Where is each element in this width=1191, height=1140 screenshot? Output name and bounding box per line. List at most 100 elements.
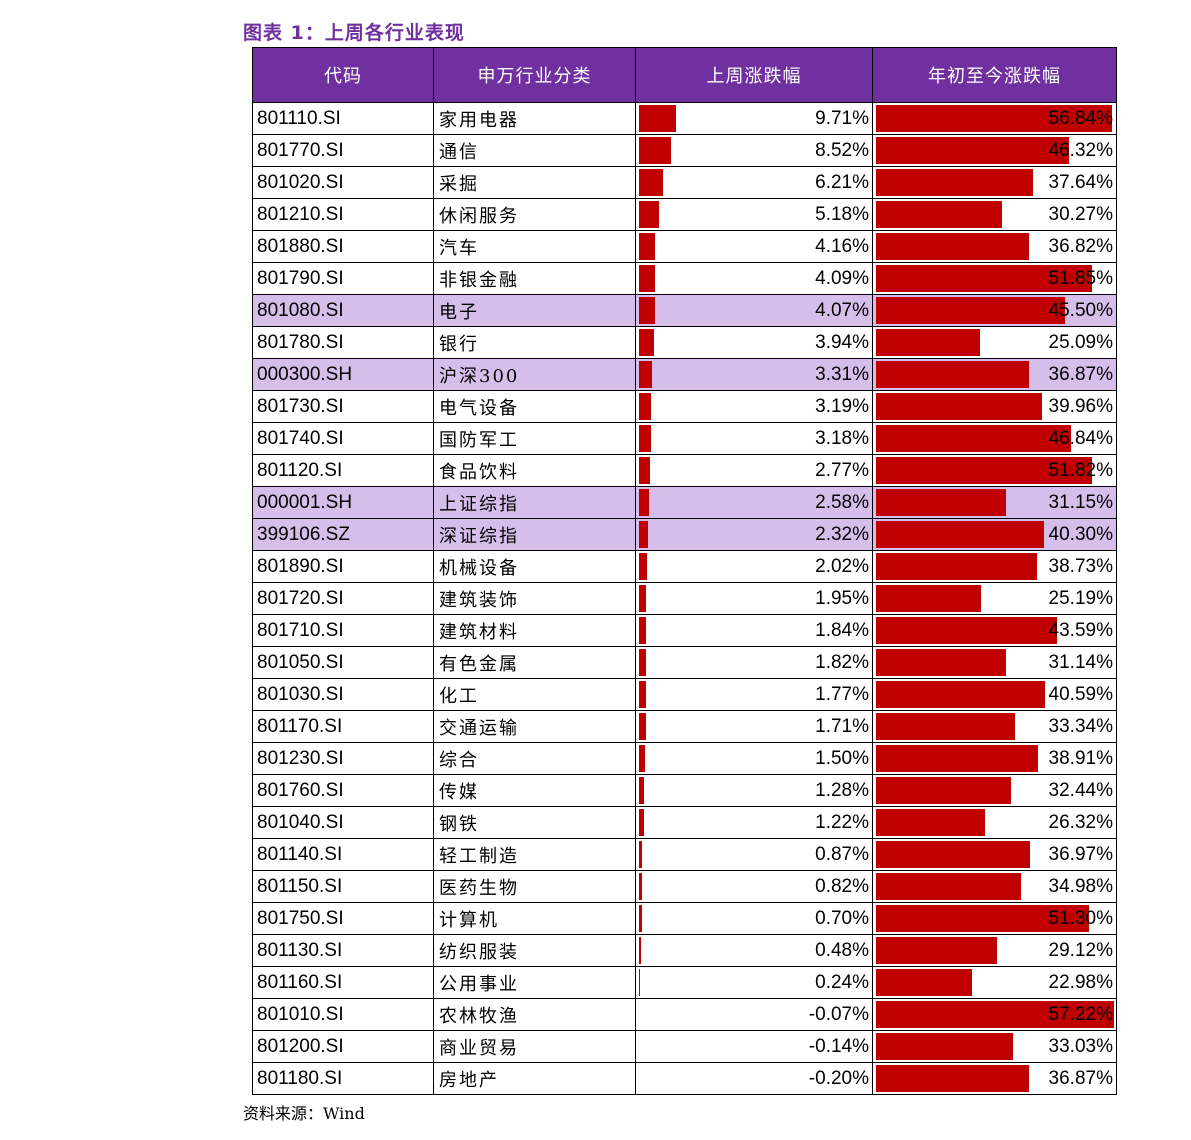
weekly-change-bar (639, 681, 646, 708)
ytd-change-bar (876, 1065, 1030, 1092)
industry-name-cell: 国防军工 (433, 422, 636, 455)
ytd-change-label: 36.87% (1048, 363, 1113, 385)
weekly-change-cell: 2.32% (635, 518, 873, 551)
ytd-change-label: 39.96% (1048, 395, 1113, 417)
industry-name-cell: 休闲服务 (433, 198, 636, 231)
ytd-change-cell: 46.32% (872, 134, 1117, 167)
ytd-change-label: 33.34% (1048, 715, 1113, 737)
industry-code-cell: 801160.SI (252, 966, 434, 999)
industry-name-cell: 电子 (433, 294, 636, 327)
ytd-change-bar (876, 233, 1030, 260)
ytd-change-label: 38.91% (1048, 747, 1113, 769)
table-row: 399106.SZ 深证综指 2.32% 40.30% (252, 518, 1117, 551)
ytd-change-bar (876, 1001, 1114, 1028)
industry-name-cell: 农林牧渔 (433, 998, 636, 1031)
table-row: 801150.SI 医药生物 0.82% 34.98% (252, 870, 1117, 903)
industry-code-cell: 801110.SI (252, 102, 434, 135)
industry-code-cell: 801740.SI (252, 422, 434, 455)
ytd-change-bar (876, 841, 1030, 868)
ytd-change-bar (876, 777, 1011, 804)
industry-name-cell: 交通运输 (433, 710, 636, 743)
industry-name-cell: 房地产 (433, 1062, 636, 1095)
ytd-change-bar (876, 297, 1066, 324)
industry-name-cell: 沪深300 (433, 358, 636, 391)
ytd-change-bar (876, 585, 981, 612)
weekly-change-cell: 1.77% (635, 678, 873, 711)
weekly-change-cell: 3.18% (635, 422, 873, 455)
ytd-change-cell: 25.19% (872, 582, 1117, 615)
industry-name-cell: 家用电器 (433, 102, 636, 135)
ytd-change-cell: 39.96% (872, 390, 1117, 423)
industry-name-cell: 建筑装饰 (433, 582, 636, 615)
weekly-change-label: 8.52% (815, 139, 869, 161)
ytd-change-cell: 33.03% (872, 1030, 1117, 1063)
table-body: 801110.SI 家用电器 9.71% 56.84% 801770.SI 通信 8.52%… (252, 102, 1117, 1095)
industry-code-cell: 801130.SI (252, 934, 434, 967)
weekly-change-bar (639, 105, 676, 132)
weekly-change-bar (639, 137, 672, 164)
ytd-change-cell: 34.98% (872, 870, 1117, 903)
industry-name-cell: 深证综指 (433, 518, 636, 551)
weekly-change-cell: -0.14% (635, 1030, 873, 1063)
weekly-change-cell: 1.50% (635, 742, 873, 775)
ytd-change-cell: 40.59% (872, 678, 1117, 711)
ytd-change-bar (876, 393, 1043, 420)
ytd-change-label: 25.19% (1048, 587, 1113, 609)
weekly-change-label: -0.14% (808, 1035, 869, 1057)
ytd-change-label: 29.12% (1048, 939, 1113, 961)
table-row: 801030.SI 化工 1.77% 40.59% (252, 678, 1117, 711)
ytd-change-cell: 33.34% (872, 710, 1117, 743)
weekly-change-bar (639, 169, 663, 196)
industry-name-cell: 化工 (433, 678, 636, 711)
weekly-change-label: 1.22% (815, 811, 869, 833)
industry-code-cell: 801750.SI (252, 902, 434, 935)
industry-code-cell: 801890.SI (252, 550, 434, 583)
ytd-change-cell: 31.14% (872, 646, 1117, 679)
weekly-change-label: 1.28% (815, 779, 869, 801)
weekly-change-bar (639, 617, 646, 644)
industry-code-cell: 801210.SI (252, 198, 434, 231)
weekly-change-label: 0.24% (815, 971, 869, 993)
ytd-change-cell: 32.44% (872, 774, 1117, 807)
ytd-change-bar (876, 169, 1033, 196)
table-row: 801720.SI 建筑装饰 1.95% 25.19% (252, 582, 1117, 615)
weekly-change-cell: 4.16% (635, 230, 873, 263)
table-row: 801770.SI 通信 8.52% 46.32% (252, 134, 1117, 167)
ytd-change-bar (876, 937, 998, 964)
weekly-change-cell: 0.82% (635, 870, 873, 903)
table-row: 801140.SI 轻工制造 0.87% 36.97% (252, 838, 1117, 871)
industry-code-cell: 801030.SI (252, 678, 434, 711)
weekly-change-cell: 3.31% (635, 358, 873, 391)
industry-name-cell: 食品饮料 (433, 454, 636, 487)
ytd-change-label: 34.98% (1048, 875, 1113, 897)
industry-name-cell: 钢铁 (433, 806, 636, 839)
weekly-change-label: 3.31% (815, 363, 869, 385)
weekly-change-bar (639, 553, 647, 580)
industry-code-cell: 801770.SI (252, 134, 434, 167)
weekly-change-cell: 4.09% (635, 262, 873, 295)
weekly-change-cell: -0.07% (635, 998, 873, 1031)
industry-name-cell: 通信 (433, 134, 636, 167)
header-row: 代码 申万行业分类 上周涨跌幅 年初至今涨跌幅 (252, 47, 1117, 103)
weekly-change-bar (639, 489, 649, 516)
table-row: 801180.SI 房地产 -0.20% 36.87% (252, 1062, 1117, 1095)
ytd-change-cell: 26.32% (872, 806, 1117, 839)
weekly-change-label: 1.71% (815, 715, 869, 737)
weekly-change-bar (639, 297, 655, 324)
ytd-change-cell: 36.87% (872, 358, 1117, 391)
ytd-change-bar (876, 457, 1092, 484)
ytd-change-cell: 31.15% (872, 486, 1117, 519)
industry-code-cell: 801790.SI (252, 262, 434, 295)
weekly-change-cell: -0.20% (635, 1062, 873, 1095)
weekly-change-label: 5.18% (815, 203, 869, 225)
industry-name-cell: 上证综指 (433, 486, 636, 519)
weekly-change-cell: 1.28% (635, 774, 873, 807)
industry-code-cell: 801040.SI (252, 806, 434, 839)
industry-code-cell: 801170.SI (252, 710, 434, 743)
column-header-weekly-change: 上周涨跌幅 (635, 47, 873, 103)
industry-name-cell: 综合 (433, 742, 636, 775)
weekly-change-cell: 0.48% (635, 934, 873, 967)
industry-name-cell: 采掘 (433, 166, 636, 199)
industry-code-cell: 801080.SI (252, 294, 434, 327)
industry-name-cell: 公用事业 (433, 966, 636, 999)
